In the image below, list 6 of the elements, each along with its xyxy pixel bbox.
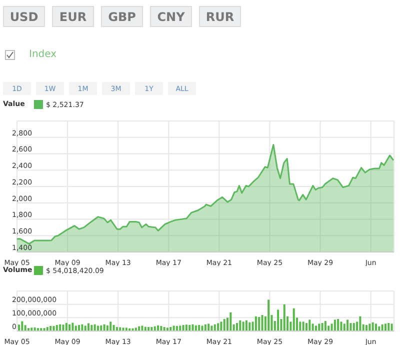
button: USD — [3, 6, 45, 27]
button: RUR — [199, 6, 241, 27]
button: CNY — [150, 6, 192, 27]
button: EUR — [52, 6, 94, 27]
button: GBP — [101, 6, 143, 27]
text: Index — [29, 49, 57, 60]
